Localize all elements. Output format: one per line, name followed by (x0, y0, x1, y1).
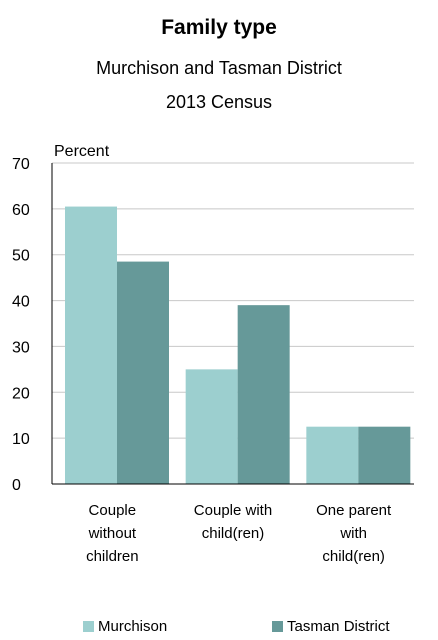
x-tick-label: with (339, 525, 367, 542)
y-tick-label: 10 (12, 431, 30, 448)
x-tick-label: without (88, 525, 137, 542)
y-tick-label: 20 (12, 385, 30, 402)
y-tick-label: 50 (12, 248, 30, 265)
legend-swatch-murchison (83, 621, 94, 632)
x-tick-label: child(ren) (322, 548, 385, 565)
y-tick-label: 30 (12, 339, 30, 356)
x-tick-label: children (86, 548, 139, 565)
legend-label-murchison: Murchison (98, 618, 168, 635)
y-tick-label: 40 (12, 294, 30, 311)
x-tick-label: child(ren) (202, 525, 265, 542)
bar-murchison-1 (185, 369, 238, 484)
bar-tasman-district-2 (358, 426, 411, 484)
bar-murchison-0 (65, 206, 117, 485)
legend-swatch-tasman (272, 621, 283, 632)
bar-tasman-district-0 (117, 261, 169, 484)
y-tick-label: 60 (12, 202, 30, 219)
x-tick-label: Couple with (194, 502, 272, 519)
y-tick-label: 70 (12, 156, 30, 173)
chart-subtitle: Murchison and Tasman District (96, 58, 342, 78)
chart-title: Family type (161, 16, 277, 39)
bar-tasman-district-1 (237, 305, 290, 484)
x-tick-label: Couple (89, 502, 137, 519)
legend-label-tasman: Tasman District (287, 618, 390, 635)
x-tick-label: One parent (316, 502, 392, 519)
legend-item-tasman: Tasman District (272, 618, 390, 635)
legend-item-murchison: Murchison (83, 618, 167, 635)
chart-subtitle-year: 2013 Census (165, 92, 273, 112)
y-tick-label: 0 (12, 477, 21, 494)
y-axis-label: Percent (54, 143, 110, 160)
bar-murchison-2 (306, 426, 359, 484)
